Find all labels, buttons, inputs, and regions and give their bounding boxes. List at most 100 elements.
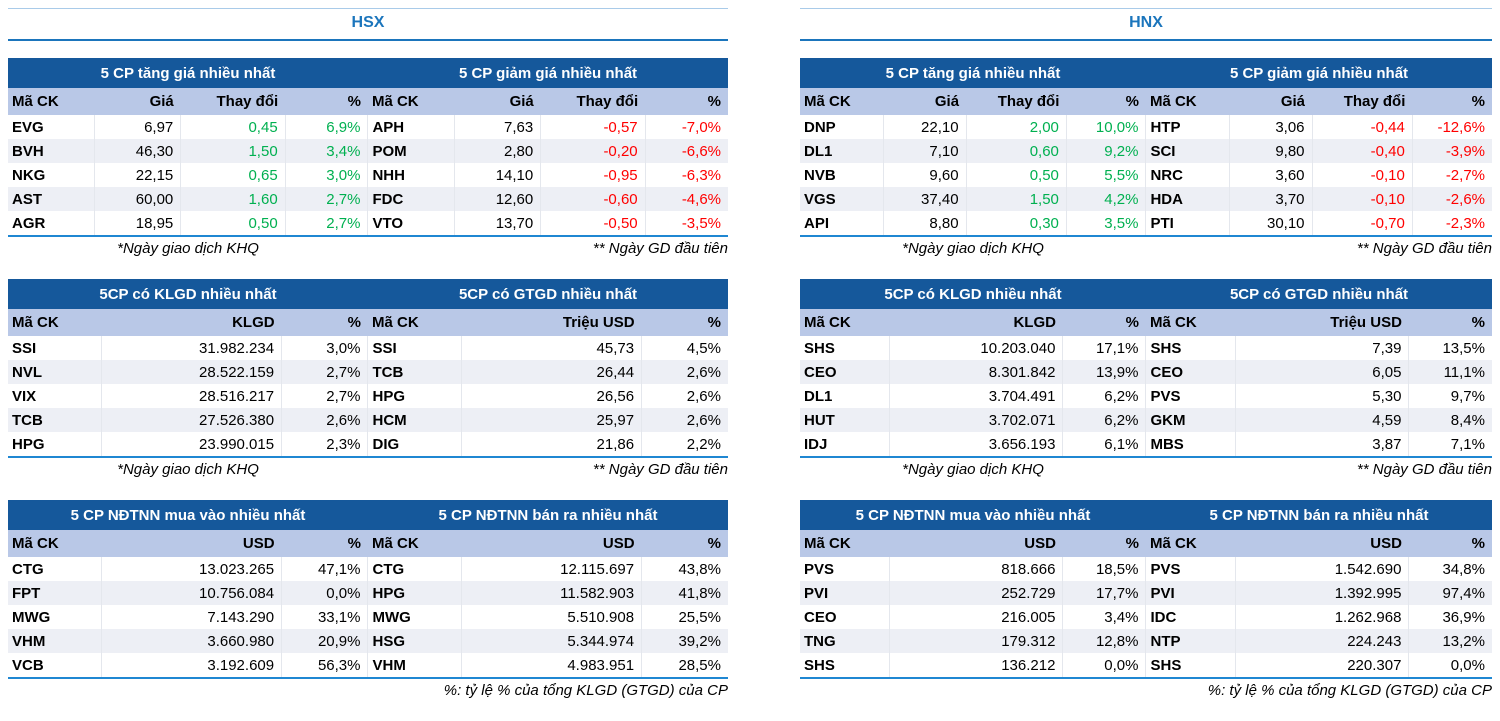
value-cell: 5.510.908: [461, 605, 643, 629]
value-cell: 26,56: [461, 384, 643, 408]
ticker-cell: DIG: [367, 432, 463, 457]
value-cell: -4,6%: [645, 187, 728, 211]
value-cell: 2,6%: [281, 408, 369, 432]
value-cell: 12.115.697: [461, 557, 643, 581]
value-cell: -6,6%: [645, 139, 728, 163]
value-cell: 6,2%: [1062, 408, 1147, 432]
hnx-liquidity-section: 5CP có KLGD nhiều nhất 5CP có GTGD nhiều …: [800, 279, 1492, 478]
ticker-cell: APH: [367, 115, 455, 139]
value-cell: 3.656.193: [889, 432, 1064, 457]
ticker-cell: MWG: [8, 605, 103, 629]
value-cell: -6,3%: [645, 163, 728, 187]
column-header: Giá: [1229, 88, 1313, 115]
ticker-cell: SHS: [800, 336, 891, 360]
value-cell: 18,95: [94, 211, 182, 236]
value-cell: 45,73: [461, 336, 643, 360]
liquidity-table: 5CP có KLGD nhiều nhất 5CP có GTGD nhiều …: [8, 279, 728, 458]
table-half-title: 5 CP giảm giá nhiều nhất: [367, 58, 728, 88]
value-cell: 252.729: [889, 581, 1064, 605]
value-cell: 10,0%: [1066, 115, 1147, 139]
value-cell: 1.392.995: [1235, 581, 1410, 605]
column-header: Giá: [883, 88, 967, 115]
value-cell: 8.301.842: [889, 360, 1064, 384]
column-header: Triệu USD: [461, 309, 642, 336]
column-header: %: [285, 88, 368, 115]
hsx-panel: HSX 5 CP tăng giá nhiều nhất 5 CP giảm gi…: [8, 8, 728, 721]
liquidity-table: 5CP có KLGD nhiều nhất 5CP có GTGD nhiều …: [800, 279, 1492, 458]
value-cell: 179.312: [889, 629, 1064, 653]
ticker-cell: CTG: [367, 557, 463, 581]
value-cell: 6,2%: [1062, 384, 1147, 408]
value-cell: 7,39: [1235, 336, 1410, 360]
value-cell: 37,40: [883, 187, 967, 211]
top-movers-table: 5 CP tăng giá nhiều nhất 5 CP giảm giá nh…: [8, 58, 728, 237]
value-cell: 28,5%: [641, 653, 728, 678]
ticker-cell: CTG: [8, 557, 103, 581]
value-cell: 17,7%: [1062, 581, 1147, 605]
table-row: CTG 13.023.265 47,1% CTG 12.115.697 43,8%: [8, 557, 728, 581]
value-cell: 41,8%: [641, 581, 728, 605]
table-row: DL1 3.704.491 6,2% PVS 5,30 9,7%: [800, 384, 1492, 408]
table-half-title: 5CP có KLGD nhiều nhất: [8, 279, 368, 309]
table-row: HUT 3.702.071 6,2% GKM 4,59 8,4%: [800, 408, 1492, 432]
table-row: DNP 22,10 2,00 10,0% HTP 3,06 -0,44 -12,6%: [800, 115, 1492, 139]
ticker-cell: SHS: [1145, 336, 1237, 360]
table-row: HPG 23.990.015 2,3% DIG 21,86 2,2%: [8, 432, 728, 457]
table-row: CEO 216.005 3,4% IDC 1.262.968 36,9%: [800, 605, 1492, 629]
hsx-liquidity-section: 5CP có KLGD nhiều nhất 5CP có GTGD nhiều …: [8, 279, 728, 478]
column-header: Mã CK: [367, 88, 455, 115]
value-cell: -0,95: [540, 163, 646, 187]
ticker-cell: BVH: [8, 139, 95, 163]
footnote-percent-definition: %: tỷ lệ % của tổng KLGD (GTGD) của CP: [443, 682, 728, 699]
value-cell: 5.344.974: [461, 629, 643, 653]
ticker-cell: CEO: [800, 360, 891, 384]
value-cell: 7,1%: [1408, 432, 1492, 457]
ticker-cell: CEO: [800, 605, 891, 629]
table-row: AST 60,00 1,60 2,7% FDC 12,60 -0,60 -4,6%: [8, 187, 728, 211]
value-cell: 2,2%: [641, 432, 728, 457]
top-movers-table: 5 CP tăng giá nhiều nhất 5 CP giảm giá nh…: [800, 58, 1492, 237]
ticker-cell: IDC: [1145, 605, 1237, 629]
table-row: NKG 22,15 0,65 3,0% NHH 14,10 -0,95 -6,3%: [8, 163, 728, 187]
ticker-cell: FDC: [367, 187, 455, 211]
ticker-cell: TNG: [800, 629, 891, 653]
ticker-cell: NTP: [1145, 629, 1237, 653]
ticker-cell: SSI: [8, 336, 103, 360]
footnote-row: *Ngày giao dịch KHQ ** Ngày GD đầu tiên: [800, 237, 1492, 257]
ticker-cell: GKM: [1145, 408, 1237, 432]
footnote-row: %: tỷ lệ % của tổng KLGD (GTGD) của CP: [800, 679, 1492, 699]
column-header: %: [1066, 88, 1146, 115]
value-cell: 1.262.968: [1235, 605, 1410, 629]
value-cell: 9,7%: [1408, 384, 1492, 408]
value-cell: 6,9%: [285, 115, 369, 139]
value-cell: -0,57: [540, 115, 646, 139]
value-cell: 4,2%: [1066, 187, 1147, 211]
ticker-cell: IDJ: [800, 432, 891, 457]
value-cell: 22,10: [883, 115, 967, 139]
value-cell: 13,2%: [1408, 629, 1492, 653]
value-cell: -0,10: [1312, 163, 1413, 187]
value-cell: 5,5%: [1066, 163, 1147, 187]
value-cell: 3.702.071: [889, 408, 1064, 432]
column-header: USD: [101, 530, 282, 557]
value-cell: 4,5%: [641, 336, 728, 360]
ticker-cell: NRC: [1145, 163, 1230, 187]
table-half-title: 5CP có KLGD nhiều nhất: [800, 279, 1146, 309]
footnote-khq: *Ngày giao dịch KHQ: [117, 240, 259, 257]
column-header: %: [641, 309, 728, 336]
value-cell: 4,59: [1235, 408, 1410, 432]
ticker-cell: VCB: [8, 653, 103, 678]
value-cell: 2,7%: [281, 384, 369, 408]
value-cell: 2,7%: [285, 187, 369, 211]
value-cell: 36,9%: [1408, 605, 1492, 629]
value-cell: 13.023.265: [101, 557, 283, 581]
ticker-cell: HUT: [800, 408, 891, 432]
column-header: Mã CK: [8, 88, 95, 115]
column-header: Giá: [454, 88, 541, 115]
value-cell: 818.666: [889, 557, 1064, 581]
table-row: PVS 818.666 18,5% PVS 1.542.690 34,8%: [800, 557, 1492, 581]
column-header: %: [281, 530, 368, 557]
column-header: Mã CK: [800, 530, 890, 557]
ticker-cell: HPG: [367, 384, 463, 408]
value-cell: 0,0%: [1062, 653, 1147, 678]
